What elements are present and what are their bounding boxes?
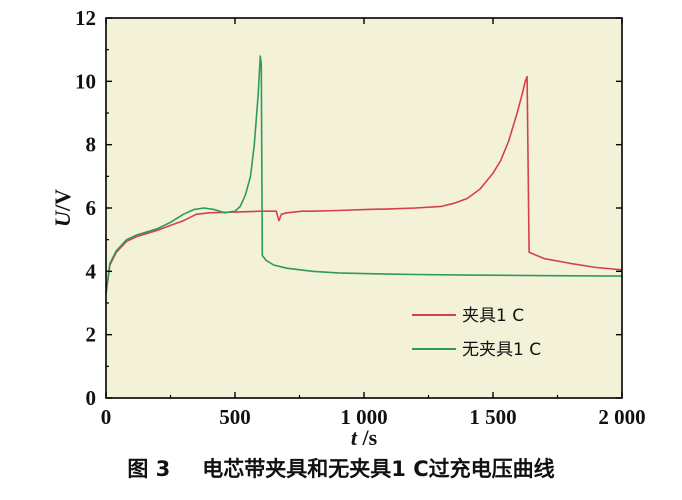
series-line-1	[105, 75, 623, 294]
legend-label-series-2: 无夹具1 C	[462, 340, 541, 360]
y-tick-label: 10	[75, 69, 96, 93]
y-axis-title: U/V	[50, 189, 75, 227]
y-tick-label: 4	[86, 259, 97, 283]
y-tick-label: 2	[86, 323, 97, 347]
figure-caption: 图 3 电芯带夹具和无夹具1 C过充电压曲线	[0, 448, 682, 488]
x-axis-variable: t	[351, 425, 358, 450]
y-tick-label: 0	[86, 386, 97, 410]
y-axis-variable: U	[50, 210, 75, 227]
y-tick-label: 8	[86, 133, 97, 157]
plot-area-background	[106, 18, 622, 398]
y-tick-label: 6	[86, 196, 97, 220]
figure-caption-text: 电芯带夹具和无夹具1 C过充电压曲线	[202, 457, 555, 481]
x-tick-label: 0	[101, 405, 112, 429]
x-tick-label: 500	[219, 405, 251, 429]
x-axis-unit: /s	[357, 425, 378, 450]
ticks-layer: 0 500 1 000 1 500 2 000 0 2 4 6 8 10 12	[75, 6, 646, 429]
series-layer	[105, 55, 623, 294]
legend: 夹具1 C 无夹具1 C	[412, 306, 541, 360]
y-axis-unit: /V	[50, 189, 75, 212]
figure-number: 图 3	[127, 457, 171, 481]
x-tick-label: 1 000	[340, 405, 387, 429]
x-axis-title: t /s	[351, 425, 378, 450]
series-line-2	[105, 55, 623, 294]
x-tick-label: 2 000	[598, 405, 645, 429]
legend-label-series-1: 夹具1 C	[462, 306, 524, 326]
y-tick-label: 12	[75, 6, 96, 30]
x-tick-label: 1 500	[469, 405, 516, 429]
